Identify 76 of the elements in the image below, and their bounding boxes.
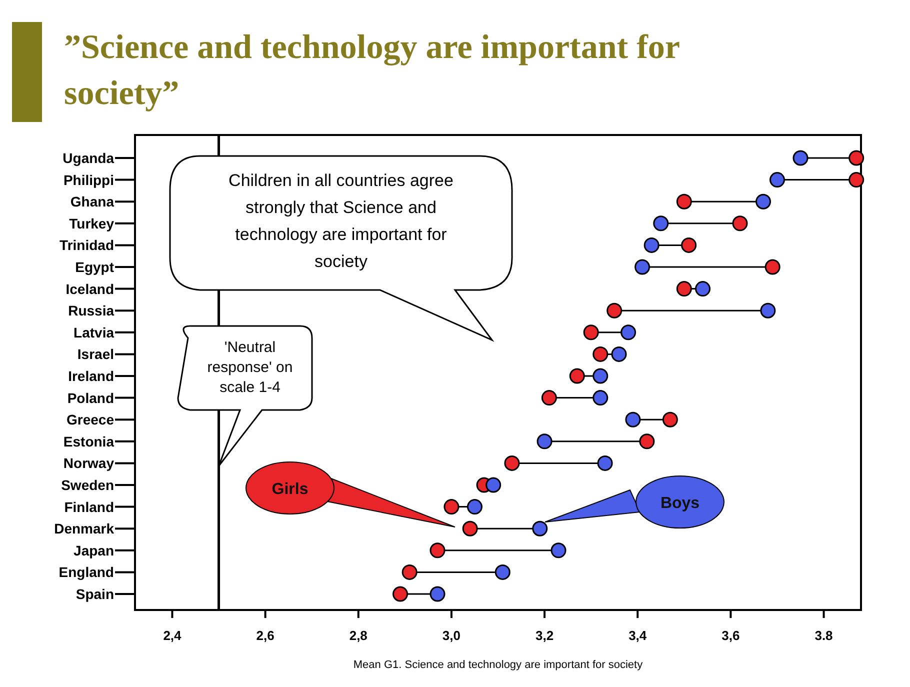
point — [592, 346, 608, 362]
point — [695, 281, 711, 297]
point — [639, 434, 655, 450]
point — [592, 390, 608, 406]
point — [583, 324, 599, 340]
point — [532, 520, 548, 536]
x-tick-label: 3,0 — [442, 628, 460, 643]
y-tick-label: Philippi — [63, 172, 114, 188]
point — [760, 302, 776, 318]
y-tick-label: Spain — [76, 586, 114, 602]
point — [634, 259, 650, 275]
y-tick-label: Uganda — [62, 150, 114, 166]
point — [504, 455, 520, 471]
point — [662, 412, 678, 428]
point — [486, 477, 502, 493]
y-tick-label: Norway — [63, 455, 114, 472]
point — [541, 390, 557, 406]
y-tick-label: Denmark — [54, 520, 114, 537]
point — [653, 216, 669, 232]
x-tick-label: 2,6 — [256, 628, 274, 643]
point — [462, 520, 478, 536]
point — [848, 172, 864, 188]
y-tick-label: England — [58, 564, 114, 580]
point — [392, 586, 408, 602]
point — [676, 281, 692, 297]
point — [466, 499, 482, 515]
point — [756, 194, 772, 210]
y-tick-label: Ghana — [70, 194, 114, 210]
point — [402, 564, 418, 580]
point — [444, 499, 460, 515]
point — [792, 150, 808, 166]
point — [597, 455, 613, 471]
point — [611, 346, 627, 362]
point — [764, 259, 780, 275]
x-tick-label: 2,8 — [349, 628, 368, 643]
y-tick-label: Japan — [74, 542, 114, 558]
text: Boys — [660, 495, 700, 512]
point — [644, 237, 660, 253]
x-axis-title: Mean G1. Science and technology are important for society — [353, 659, 644, 671]
y-tick-label: Estonia — [63, 433, 114, 450]
x-tick-label: 3.8 — [814, 628, 833, 643]
y-tick-label: Poland — [67, 390, 114, 406]
point — [550, 542, 566, 558]
y-tick-label: Turkey — [69, 215, 114, 232]
y-tick-label: Finland — [64, 498, 114, 515]
x-tick-label: 3,6 — [722, 628, 740, 643]
y-tick-label: Latvia — [74, 324, 114, 340]
annotation: Children in all countries agree strongly that Science and technology are important for society — [228, 171, 454, 271]
point — [536, 434, 552, 450]
point — [606, 302, 622, 318]
point — [848, 150, 864, 166]
point — [681, 237, 697, 253]
x-tick-label: 3,2 — [536, 628, 554, 643]
chart-title: ”Science and technology are important for society” — [64, 29, 680, 112]
y-tick-label: Egypt — [75, 259, 114, 275]
point — [494, 564, 510, 580]
point — [625, 412, 641, 428]
y-tick-label: Ireland — [68, 368, 114, 384]
y-tick-label: Trinidad — [60, 237, 114, 254]
ref-line-label: 'Neutral response' on scale 1-4 — [207, 339, 293, 396]
point — [569, 368, 585, 384]
x-tick-label: 2,4 — [163, 628, 182, 643]
text: Girls — [272, 481, 308, 498]
point — [676, 194, 692, 210]
y-tick-label: Sweden — [61, 477, 114, 493]
x-tick-label: 3,4 — [628, 628, 648, 643]
y-tick-label: Greece — [66, 412, 114, 428]
y-tick-label: Russia — [68, 302, 114, 319]
y-tick-label: Israel — [77, 346, 114, 362]
y-tick-label: Iceland — [66, 280, 114, 297]
point — [430, 542, 446, 558]
point — [592, 368, 608, 384]
point — [430, 586, 446, 602]
point — [620, 324, 636, 340]
point — [732, 216, 748, 232]
point — [769, 172, 785, 188]
